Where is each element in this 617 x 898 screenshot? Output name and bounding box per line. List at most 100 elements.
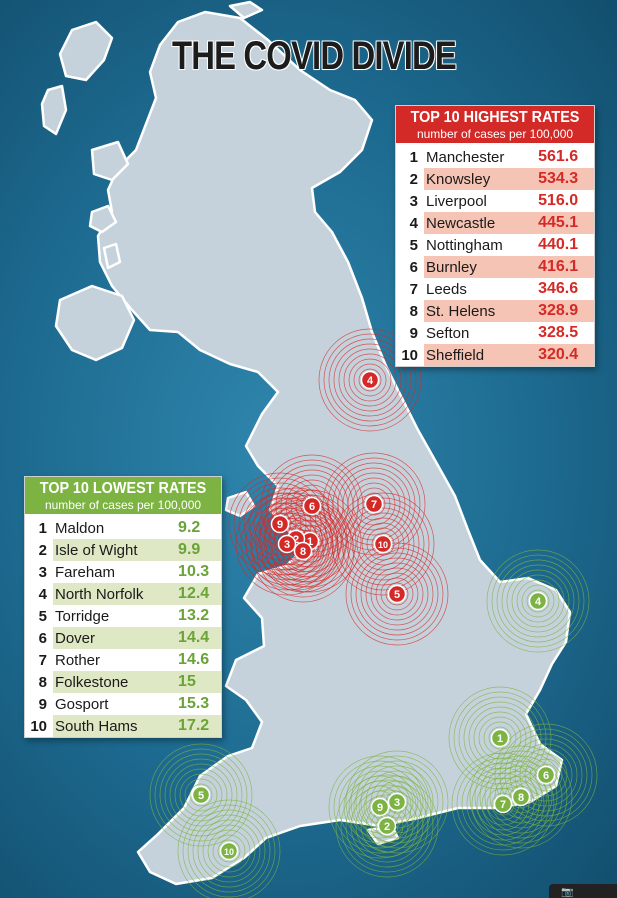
high-marker-dot <box>364 494 384 514</box>
highest-rate-row: 10 Sheffield 320.4 <box>396 344 594 366</box>
low-marker-dot <box>387 792 407 812</box>
low-ring <box>159 753 243 837</box>
low-ring <box>370 775 424 829</box>
low-ring <box>494 723 598 827</box>
high-ring <box>271 519 335 583</box>
low-ring <box>189 783 213 807</box>
lowest-rate-name: Gosport <box>55 695 109 713</box>
lowest-rate-row: 10 South Hams 17.2 <box>25 715 221 737</box>
low-marker-label: 5 <box>198 790 204 802</box>
low-marker-label: 4 <box>535 596 542 608</box>
high-marker-8: 8 <box>293 541 313 561</box>
highest-rate-name: Liverpool <box>426 192 487 210</box>
low-ring <box>504 733 588 817</box>
low-marker-6: 6 <box>536 765 556 785</box>
highest-rate-rank: 2 <box>409 170 418 188</box>
lowest-rate-name: Maldon <box>55 519 105 537</box>
low-ring <box>478 716 522 760</box>
low-marker-label: 1 <box>497 733 503 745</box>
low-ring <box>491 554 585 648</box>
high-ring <box>361 522 405 566</box>
low-ring <box>353 780 407 834</box>
mull <box>88 204 118 234</box>
highest-rate-row: 9 Sefton 328.5 <box>396 322 594 344</box>
map-title: THE COVID DIVIDE <box>172 34 457 78</box>
low-ring <box>496 559 580 643</box>
high-ring <box>269 512 323 566</box>
highest-rate-rank: 1 <box>409 148 418 166</box>
high-ring <box>266 514 340 588</box>
low-ring <box>511 574 565 628</box>
low-ring <box>328 755 432 859</box>
low-ring <box>149 743 253 847</box>
lowest-rate-name: South Hams <box>53 715 173 737</box>
high-ring <box>360 557 434 631</box>
highest-rate-rank: 7 <box>409 280 418 298</box>
high-ring <box>380 577 414 611</box>
lowest-rate-rank: 7 <box>38 651 47 669</box>
high-ring <box>268 512 292 536</box>
highest-rate-rate: 416.1 <box>532 256 594 278</box>
highest-rate-name: Nottingham <box>426 236 503 254</box>
lowest-rate-row: 3 Fareham 10.3 <box>25 561 221 583</box>
hebrides-north <box>58 20 114 82</box>
lowest-rate-row: 7 Rother 14.6 <box>25 649 221 671</box>
high-ring <box>385 582 409 606</box>
high-marker-7: 7 <box>364 494 384 514</box>
high-ring <box>348 358 392 402</box>
high-ring <box>243 487 317 561</box>
high-ring <box>228 472 332 576</box>
lowest-rate-rank: 9 <box>38 695 47 713</box>
low-ring <box>451 752 555 856</box>
orkney <box>228 0 264 20</box>
lowest-rate-rank: 3 <box>38 563 47 581</box>
low-ring <box>486 549 590 653</box>
high-marker-label: 1 <box>307 536 313 548</box>
highest-rates-header: TOP 10 HIGHEST RATES number of cases per… <box>396 106 594 143</box>
low-marker-dot <box>493 794 513 814</box>
high-ring <box>356 517 410 571</box>
high-ring <box>261 509 345 593</box>
highest-rate-name: Burnley <box>424 256 533 278</box>
skye <box>90 140 130 182</box>
highest-rate-name: Manchester <box>426 148 505 166</box>
highest-rate-rate: 445.1 <box>532 212 594 234</box>
high-ring <box>251 499 355 603</box>
camera-icon: 📷 <box>561 887 574 898</box>
camera-badge: 📷 <box>549 884 617 898</box>
highest-rate-rate: 320.4 <box>532 344 594 366</box>
high-marker-dot <box>293 541 313 561</box>
highest-rate-name: Leeds <box>426 280 467 298</box>
low-marker-dot <box>191 785 211 805</box>
low-ring <box>473 711 527 765</box>
islay <box>102 242 122 270</box>
highest-rate-rate: 534.3 <box>532 168 594 190</box>
low-ring <box>335 774 439 878</box>
low-marker-label: 10 <box>224 847 234 857</box>
low-marker-label: 8 <box>518 792 524 804</box>
low-ring <box>345 750 449 854</box>
low-ring <box>466 767 540 841</box>
low-ring <box>453 691 547 785</box>
high-ring <box>318 328 422 432</box>
lowest-rate-row: 9 Gosport 15.3 <box>25 693 221 715</box>
highest-rate-row: 1 Manchester 561.6 <box>396 146 594 168</box>
high-ring <box>336 497 430 591</box>
lowest-rate-rate: 15 <box>172 671 221 693</box>
low-ring <box>207 829 251 873</box>
high-ring <box>355 552 439 636</box>
low-ring <box>350 755 444 849</box>
low-ring <box>345 784 429 868</box>
high-ring <box>345 542 449 646</box>
high-marker-dot <box>270 514 290 534</box>
low-marker-dot <box>370 797 390 817</box>
lowest-rates-heading: TOP 10 LOWEST RATES <box>39 480 207 497</box>
low-ring <box>506 569 570 633</box>
highest-rate-row: 3 Liverpool 516.0 <box>396 190 594 212</box>
low-ring <box>491 792 515 816</box>
high-ring <box>375 572 419 616</box>
low-ring <box>184 778 218 812</box>
lowest-rate-rate: 14.6 <box>178 651 210 668</box>
highest-rates-table: 1 Manchester 561.6 2 Knowsley 534.3 3 Liverpool… <box>396 146 594 366</box>
highest-rate-row: 2 Knowsley 534.3 <box>396 168 594 190</box>
